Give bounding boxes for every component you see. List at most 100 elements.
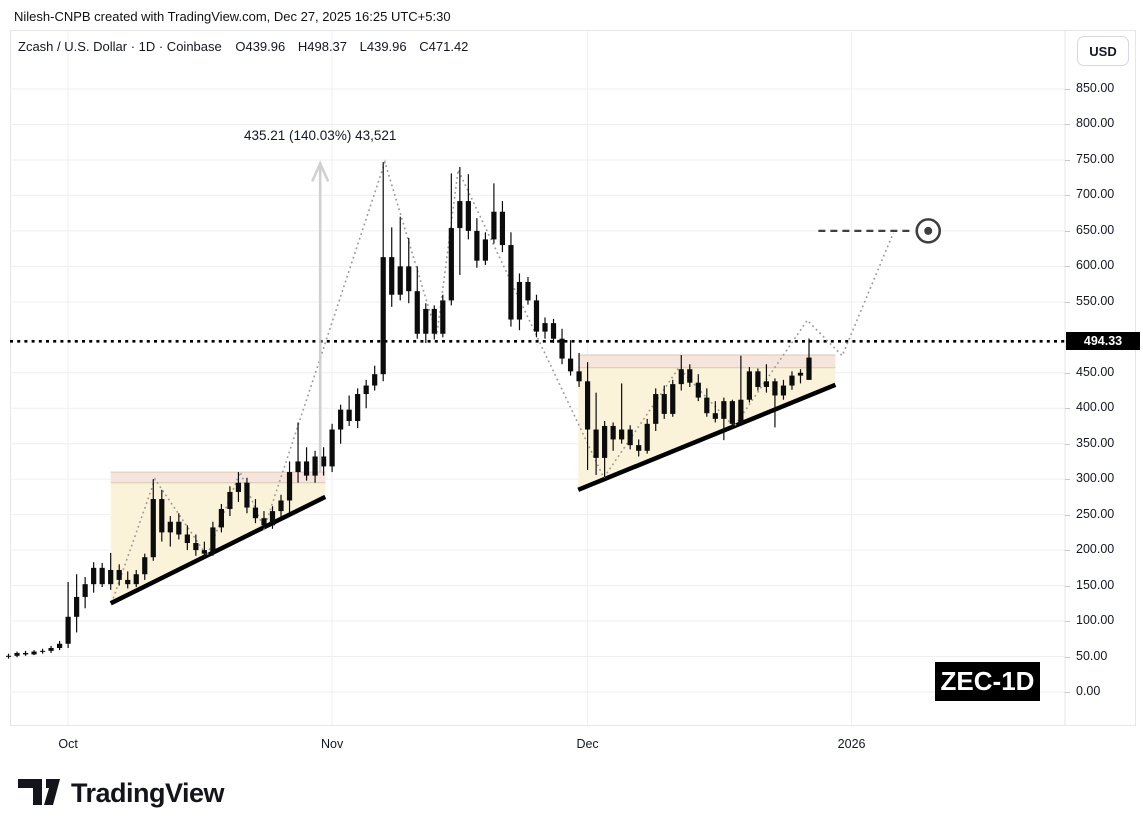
- candle: [397, 266, 403, 295]
- currency-toggle-button[interactable]: USD: [1077, 36, 1129, 66]
- candle: [286, 472, 293, 501]
- candle: [278, 500, 284, 512]
- price-tick-mark: [1065, 479, 1070, 481]
- zigzag-path[interactable]: [112, 159, 895, 599]
- pattern-support-line: [109, 494, 327, 606]
- price-tick-label: 600.00: [1076, 258, 1115, 273]
- candle: [670, 384, 676, 414]
- candle: [82, 584, 88, 597]
- candle: [252, 507, 259, 519]
- symbol-watermark[interactable]: ZEC-1D: [935, 662, 1040, 701]
- symbol-legend: Zcash / U.S. Dollar · 1D · Coinbase O439…: [18, 39, 477, 54]
- pattern-support-line: [577, 382, 837, 492]
- time-axis-label: Nov: [320, 737, 344, 751]
- candle: [499, 211, 506, 246]
- candle: [593, 429, 599, 458]
- candle: [789, 375, 795, 386]
- candle: [31, 651, 37, 655]
- pattern-resistance-band: [578, 355, 836, 368]
- price-axis[interactable]: 0.00 50.00 100.00 150.00 200.00 250.00 300.00 3…: [1065, 30, 1136, 725]
- price-tick-mark: [1065, 621, 1070, 623]
- candle: [235, 482, 242, 492]
- price-tick-mark: [1065, 443, 1070, 445]
- candle: [320, 456, 327, 467]
- candle: [14, 652, 20, 656]
- candle: [380, 257, 386, 375]
- candle: [414, 291, 420, 334]
- price-tick-label: 750.00: [1076, 151, 1115, 166]
- candle: [695, 382, 701, 398]
- price-tick-label: 450.00: [1076, 364, 1115, 379]
- candle: [372, 374, 378, 386]
- candle: [150, 499, 156, 558]
- candle: [627, 429, 633, 446]
- time-axis-label: Oct: [58, 737, 78, 751]
- symbol-title[interactable]: Zcash / U.S. Dollar · 1D · Coinbase: [18, 39, 222, 54]
- candle: [312, 456, 318, 476]
- candle: [48, 648, 54, 651]
- price-tick-label: 50.00: [1076, 648, 1108, 663]
- time-axis[interactable]: Oct Nov Dec 2026: [10, 725, 1136, 763]
- candle: [269, 511, 276, 526]
- candle: [56, 643, 63, 649]
- price-level-badge: 494.33: [1066, 332, 1140, 351]
- candle: [39, 650, 46, 652]
- candle: [159, 499, 165, 533]
- candle: [91, 567, 97, 585]
- chart-frame: [10, 30, 1136, 762]
- candle: [295, 461, 301, 473]
- gridlines: [10, 30, 1065, 725]
- candle: [74, 596, 80, 617]
- candle: [355, 394, 361, 422]
- candle: [721, 401, 727, 419]
- pattern-zone-fill: [578, 367, 836, 490]
- target-marker[interactable]: [915, 218, 942, 244]
- candle: [687, 369, 693, 383]
- price-tick-label: 0.00: [1076, 684, 1101, 698]
- target-dot: [924, 226, 933, 235]
- arrow-head: [310, 160, 330, 183]
- ascending-triangle-dec[interactable]: [577, 354, 837, 492]
- candle: [108, 569, 114, 585]
- candle: [201, 550, 207, 554]
- candle: [772, 381, 778, 396]
- candle: [704, 397, 710, 414]
- ascending-triangle-oct[interactable]: [109, 471, 327, 606]
- range-arrow[interactable]: [310, 160, 330, 473]
- ohlc-close: C471.42: [419, 39, 469, 54]
- candle: [210, 527, 216, 554]
- candle: [584, 381, 591, 430]
- price-tick-mark: [1065, 159, 1070, 161]
- candle: [576, 371, 582, 382]
- price-tick-label: 550.00: [1076, 293, 1115, 308]
- candle: [184, 534, 190, 544]
- candle: [448, 228, 454, 301]
- candle: [218, 508, 224, 528]
- candle: [5, 655, 12, 657]
- candle: [525, 281, 531, 301]
- candle: [644, 423, 650, 451]
- price-tick-label: 400.00: [1076, 400, 1115, 415]
- tradingview-brand[interactable]: TradingView: [16, 774, 225, 813]
- candle: [133, 574, 139, 585]
- price-tick-mark: [1065, 89, 1070, 90]
- candle: [602, 425, 608, 458]
- price-tick-label: 700.00: [1076, 187, 1115, 202]
- candle: [303, 461, 310, 476]
- candle: [797, 372, 804, 376]
- candle: [346, 409, 352, 422]
- candle: [176, 521, 182, 535]
- candle: [338, 409, 344, 430]
- candle: [678, 369, 684, 385]
- candle: [661, 394, 667, 414]
- price-tick-mark: [1065, 230, 1070, 232]
- candle: [755, 371, 761, 387]
- price-tick-label: 200.00: [1076, 542, 1115, 557]
- price-tick-mark: [1065, 692, 1070, 693]
- price-tick-mark: [1065, 656, 1070, 658]
- price-range-label[interactable]: 435.21 (140.03%) 43,521: [243, 128, 397, 143]
- price-tick-mark: [1065, 301, 1070, 303]
- candle: [99, 567, 105, 585]
